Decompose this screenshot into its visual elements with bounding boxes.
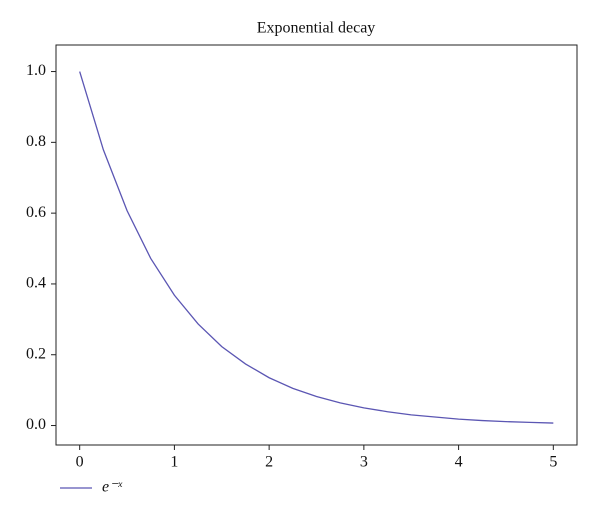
x-tick-label: 2 [265,454,273,471]
y-tick-label: 1.0 [26,62,46,79]
x-tick-label: 3 [360,454,368,471]
line [79,71,554,424]
x-tick-label: 5 [549,454,557,471]
y-tick-label: 0.8 [26,133,46,150]
y-tick-label: 0.2 [26,345,46,362]
plot-frame [55,44,578,446]
legend-label: e⁻ˣ [102,479,123,496]
y-tick-label: 0.4 [26,275,46,292]
y-tick-label: 0.0 [26,416,46,433]
x-tick-label: 4 [455,454,463,471]
chart-title: Exponential decay [257,20,376,37]
y-tick-label: 0.6 [26,204,46,221]
x-tick-label: 0 [76,454,84,471]
x-tick-label: 1 [170,454,178,471]
